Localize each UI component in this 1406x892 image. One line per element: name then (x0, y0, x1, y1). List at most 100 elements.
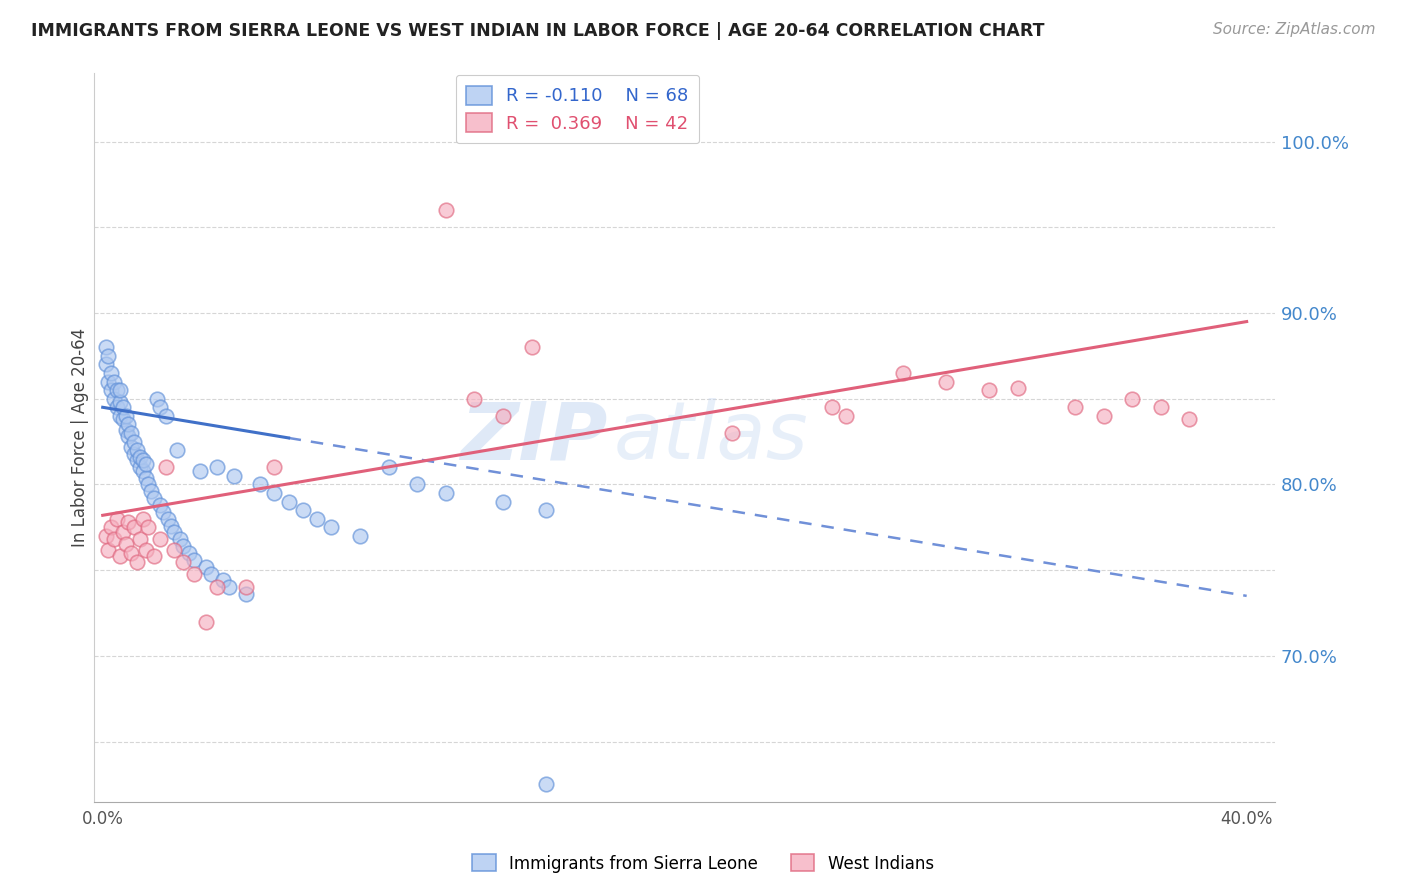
Point (183, 553, 205, 567)
Point (128, 533, 150, 547)
Point (307, 512, 329, 526)
Point (406, 477, 429, 491)
Point (125, 453, 148, 467)
Point (117, 429, 139, 443)
Text: ZIP: ZIP (461, 399, 607, 476)
Point (117, 515, 139, 529)
Point (103, 533, 125, 547)
Point (97, 542, 120, 557)
Point (177, 546, 200, 560)
Point (94, 358, 117, 372)
Text: IMMIGRANTS FROM SIERRA LEONE VS WEST INDIAN IN LABOR FORCE | AGE 20-64 CORRELATI: IMMIGRANTS FROM SIERRA LEONE VS WEST IND… (31, 22, 1045, 40)
Point (114, 423, 136, 437)
Point (155, 409, 177, 423)
Point (166, 443, 188, 458)
Point (321, 520, 343, 534)
Point (211, 574, 233, 588)
Point (194, 615, 217, 629)
Point (979, 383, 1001, 397)
Point (149, 498, 172, 512)
Point (434, 203, 457, 218)
Point (132, 453, 155, 467)
Point (108, 395, 131, 409)
Point (520, 340, 543, 354)
Legend: R = -0.110    N = 68, R =  0.369    N = 42: R = -0.110 N = 68, R = 0.369 N = 42 (456, 75, 699, 144)
Point (377, 460, 399, 475)
Point (117, 417, 139, 432)
Point (235, 580, 257, 594)
Point (135, 457, 157, 471)
Point (1007, 381, 1029, 395)
Point (534, 503, 557, 517)
Point (122, 434, 145, 449)
Point (893, 366, 915, 380)
Point (183, 566, 205, 581)
Point (143, 491, 166, 505)
Point (122, 520, 145, 534)
Point (108, 549, 131, 564)
Point (100, 520, 122, 534)
Point (155, 460, 177, 475)
Point (100, 366, 122, 380)
Point (138, 477, 160, 491)
Point (434, 486, 457, 500)
Legend: Immigrants from Sierra Leone, West Indians: Immigrants from Sierra Leone, West India… (465, 847, 941, 880)
Point (188, 464, 211, 478)
Point (249, 477, 271, 491)
Point (263, 460, 285, 475)
Point (169, 533, 191, 547)
Point (128, 460, 150, 475)
Point (132, 464, 155, 478)
Point (122, 446, 145, 460)
Point (105, 401, 128, 415)
Point (172, 555, 194, 569)
Point (835, 409, 858, 423)
Point (114, 409, 136, 423)
Point (149, 533, 172, 547)
Point (224, 468, 246, 483)
Point (1064, 401, 1087, 415)
Point (108, 383, 131, 397)
Point (205, 460, 228, 475)
Point (492, 409, 515, 423)
Point (1178, 412, 1201, 426)
Point (103, 392, 125, 406)
Point (100, 383, 122, 397)
Point (194, 559, 217, 574)
Point (125, 555, 148, 569)
Point (94, 529, 117, 543)
Point (172, 539, 194, 553)
Point (821, 401, 844, 415)
Point (463, 392, 485, 406)
Point (135, 470, 157, 484)
Point (135, 542, 157, 557)
Point (120, 425, 142, 440)
Point (291, 503, 314, 517)
Point (111, 525, 134, 540)
Point (160, 518, 183, 533)
Point (128, 450, 150, 464)
Point (120, 440, 142, 454)
Point (1092, 409, 1115, 423)
Point (141, 484, 163, 499)
Point (97, 375, 120, 389)
Text: Source: ZipAtlas.com: Source: ZipAtlas.com (1212, 22, 1375, 37)
Point (103, 375, 125, 389)
Point (125, 443, 148, 458)
Point (143, 549, 166, 564)
Point (721, 425, 744, 440)
Point (277, 494, 299, 508)
Point (94, 340, 117, 354)
Point (132, 512, 155, 526)
Point (263, 486, 285, 500)
Point (105, 383, 128, 397)
Point (349, 529, 371, 543)
Point (149, 401, 172, 415)
Point (935, 375, 957, 389)
Point (114, 537, 136, 551)
Point (138, 520, 160, 534)
Point (235, 587, 257, 601)
Point (1150, 401, 1173, 415)
Point (218, 580, 240, 594)
Y-axis label: In Labor Force | Age 20-64: In Labor Force | Age 20-64 (72, 327, 89, 547)
